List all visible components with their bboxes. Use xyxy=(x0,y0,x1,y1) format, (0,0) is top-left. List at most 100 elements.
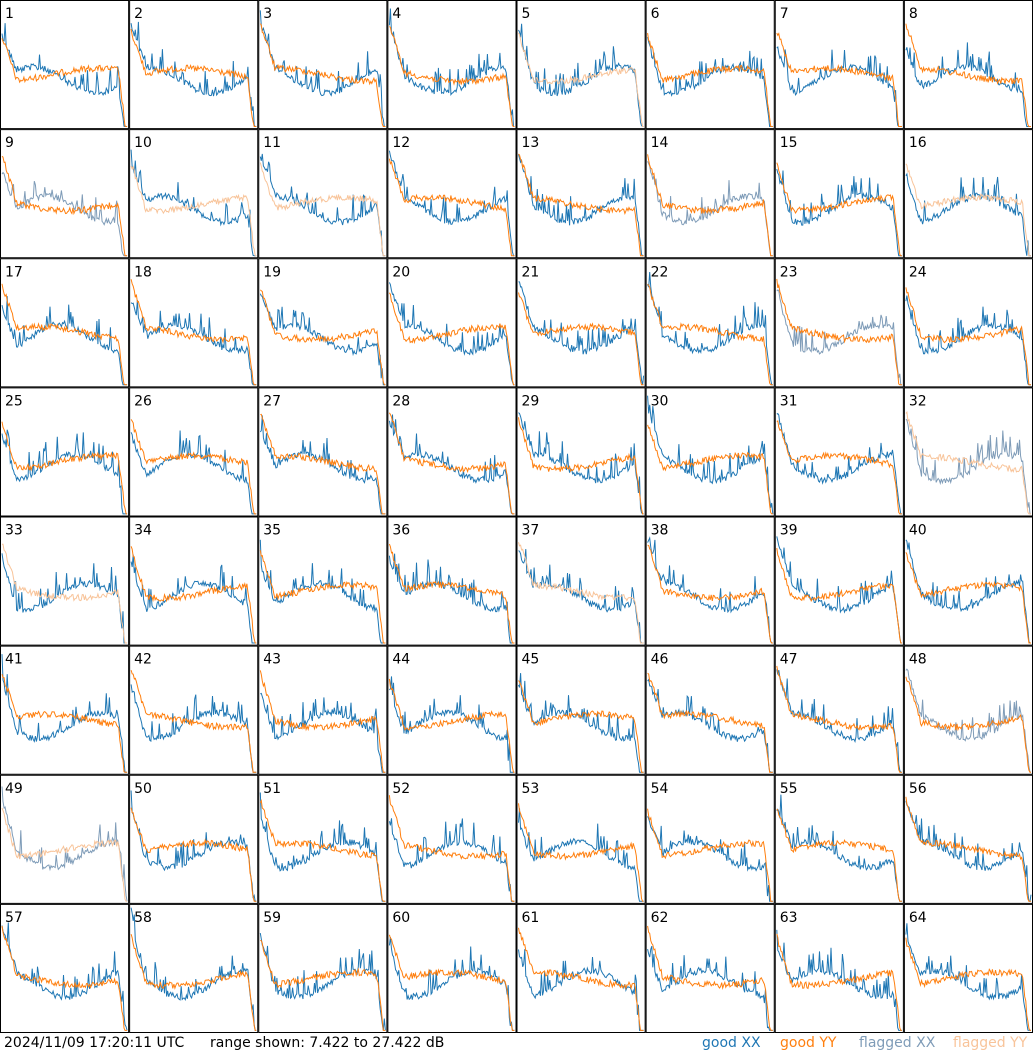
panel-frame xyxy=(0,387,130,517)
series-yy-line xyxy=(905,552,1031,644)
panel-label: 27 xyxy=(263,393,281,409)
panel-label: 34 xyxy=(134,523,152,539)
panel-frame xyxy=(387,387,517,517)
series-yy-line xyxy=(259,799,386,902)
panel-label: 41 xyxy=(5,652,23,668)
panel-label: 45 xyxy=(522,652,540,668)
series-xx-line xyxy=(776,794,902,902)
series-xx-line xyxy=(1,553,128,644)
series-xx-line xyxy=(388,282,515,386)
panel-frame xyxy=(645,258,775,388)
panel-label: 16 xyxy=(909,135,927,151)
panel-label: 2 xyxy=(134,6,143,22)
series-yy-line xyxy=(518,927,644,1031)
panel-label: 56 xyxy=(909,781,927,797)
series-yy-line xyxy=(905,676,1031,773)
panel-label: 47 xyxy=(780,652,798,668)
panel-frame xyxy=(0,903,130,1033)
series-xx-line xyxy=(647,536,773,644)
series-yy-line xyxy=(776,548,902,644)
legend-good-xx: good XX xyxy=(702,1035,761,1051)
series-yy-line xyxy=(389,26,515,127)
panel-frame xyxy=(258,516,388,646)
panel-label: 28 xyxy=(392,393,410,409)
panel-frame xyxy=(0,0,130,130)
series-yy-line xyxy=(259,289,386,386)
series-xx-line xyxy=(776,45,902,127)
panel-label: 61 xyxy=(522,910,540,926)
panel-label: 18 xyxy=(134,264,152,280)
panel-label: 22 xyxy=(651,264,669,280)
panel-label: 24 xyxy=(909,264,927,280)
series-yy-line xyxy=(647,544,773,644)
panel-label: 13 xyxy=(522,135,540,151)
panel-frame xyxy=(774,903,904,1033)
panel-label: 3 xyxy=(263,6,272,22)
panel-label: 12 xyxy=(392,135,410,151)
panel-frame xyxy=(129,387,259,517)
series-yy-line xyxy=(388,934,515,1031)
series-xx-line xyxy=(130,149,257,257)
series-yy-line xyxy=(905,796,1031,902)
series-xx-line xyxy=(388,414,515,515)
series-yy-line xyxy=(905,23,1031,127)
series-xx-line xyxy=(776,536,902,644)
series-xx-line xyxy=(518,412,644,515)
panel-label: 25 xyxy=(5,393,23,409)
series-xx-line xyxy=(259,10,386,127)
panel-label: 59 xyxy=(263,910,281,926)
series-xx-line xyxy=(259,293,386,386)
panel-label: 32 xyxy=(909,393,927,409)
series-yy-line xyxy=(647,925,773,1031)
series-yy-line xyxy=(2,543,128,644)
panel-frame xyxy=(516,774,646,904)
legend-good-yy: good YY xyxy=(780,1035,837,1051)
panel-label: 31 xyxy=(780,393,798,409)
series-yy-line xyxy=(1,38,128,127)
panel-frame xyxy=(645,0,775,130)
panel-label: 14 xyxy=(651,135,669,151)
series-yy-line xyxy=(647,154,773,257)
series-xx-line xyxy=(1,786,128,902)
panel-frame xyxy=(0,258,130,388)
panel-frame xyxy=(645,903,775,1033)
series-yy-line xyxy=(388,158,515,257)
panel-frame xyxy=(516,903,646,1033)
series-yy-line xyxy=(259,162,386,257)
series-xx-line xyxy=(388,553,515,644)
series-xx-line xyxy=(518,154,644,257)
panel-label: 11 xyxy=(263,135,281,151)
series-yy-line xyxy=(905,937,1031,1031)
series-yy-line xyxy=(518,153,644,257)
series-xx-line xyxy=(776,412,902,515)
legend-flagged-yy: flagged YY xyxy=(953,1035,1028,1051)
panel-label: 29 xyxy=(522,393,540,409)
series-yy-line xyxy=(905,163,1031,257)
panel-frame xyxy=(387,774,517,904)
panel-label: 58 xyxy=(134,910,152,926)
series-yy-line xyxy=(1,807,128,902)
series-yy-line xyxy=(518,542,644,644)
series-xx-line xyxy=(905,418,1031,515)
series-yy-line xyxy=(518,292,644,386)
panel-frame xyxy=(516,129,646,259)
panel-frame xyxy=(774,516,904,646)
series-xx-line xyxy=(905,923,1031,1031)
series-yy-line xyxy=(388,412,515,515)
panel-label: 42 xyxy=(134,652,152,668)
series-xx-line xyxy=(647,816,773,902)
series-yy-line xyxy=(776,933,902,1031)
panel-label: 37 xyxy=(522,523,540,539)
panel-label: 43 xyxy=(263,652,281,668)
panel-frame xyxy=(516,645,646,775)
panel-label: 8 xyxy=(909,6,918,22)
series-yy-line xyxy=(130,807,257,902)
series-xx-line xyxy=(388,150,515,257)
panel-frame xyxy=(516,516,646,646)
series-yy-line xyxy=(518,803,644,902)
series-xx-line xyxy=(518,673,644,773)
series-yy-line xyxy=(1,421,128,515)
series-xx-line xyxy=(130,21,257,127)
panel-frame xyxy=(129,516,259,646)
series-xx-line xyxy=(130,684,257,773)
